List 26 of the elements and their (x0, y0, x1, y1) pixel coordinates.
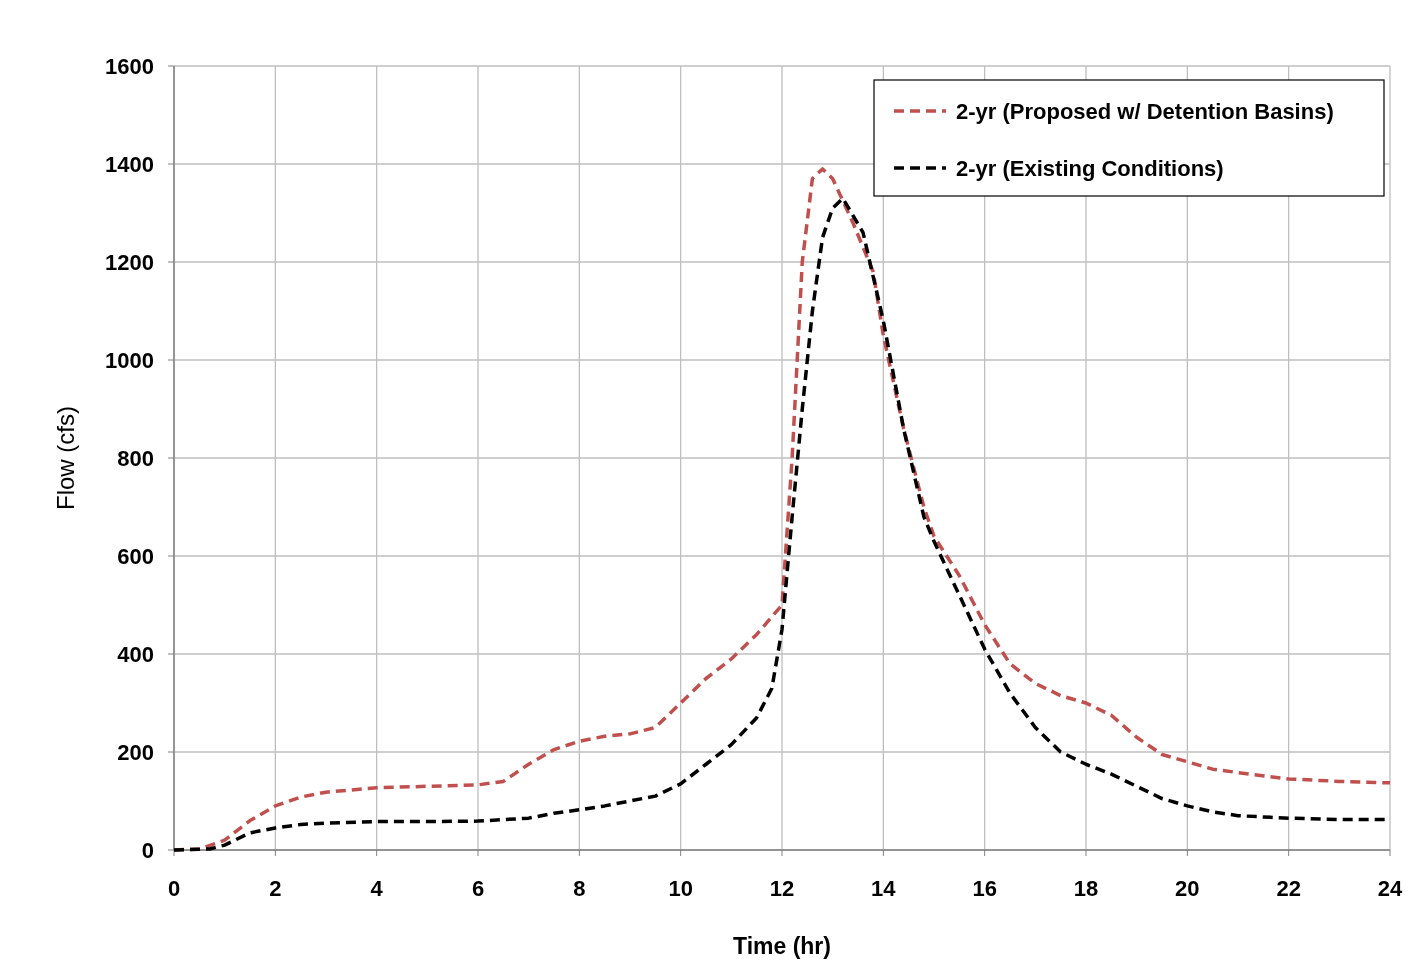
legend-label: 2-yr (Proposed w/ Detention Basins) (956, 99, 1334, 124)
x-tick-label: 24 (1377, 876, 1403, 901)
x-tick-label: 14 (871, 876, 897, 901)
y-tick-label: 800 (117, 446, 154, 471)
y-tick-label: 1000 (105, 348, 154, 373)
x-tick-label: 2 (269, 876, 282, 901)
x-tick-label: 20 (1175, 876, 1200, 901)
legend-label: 2-yr (Existing Conditions) (956, 156, 1224, 181)
y-tick-label: 600 (117, 544, 154, 569)
x-tick-label: 0 (167, 876, 181, 901)
y-tick-label: 200 (117, 740, 154, 765)
y-tick-label: 0 (141, 838, 154, 863)
y-tick-label: 1600 (105, 54, 154, 79)
x-tick-label: 8 (573, 876, 586, 901)
x-tick-label: 16 (972, 876, 997, 901)
x-tick-label: 4 (370, 876, 384, 901)
x-tick-label: 12 (769, 876, 795, 901)
x-tick-label: 18 (1073, 876, 1099, 901)
y-axis-title: Flow (cfs) (52, 406, 79, 510)
x-tick-label: 10 (668, 876, 693, 901)
x-tick-label: 6 (471, 876, 485, 901)
y-tick-label: 1400 (105, 152, 154, 177)
x-axis-title: Time (hr) (733, 933, 831, 959)
x-tick-label: 22 (1276, 876, 1301, 901)
y-tick-label: 1200 (105, 250, 154, 275)
y-tick-label: 400 (117, 642, 154, 667)
